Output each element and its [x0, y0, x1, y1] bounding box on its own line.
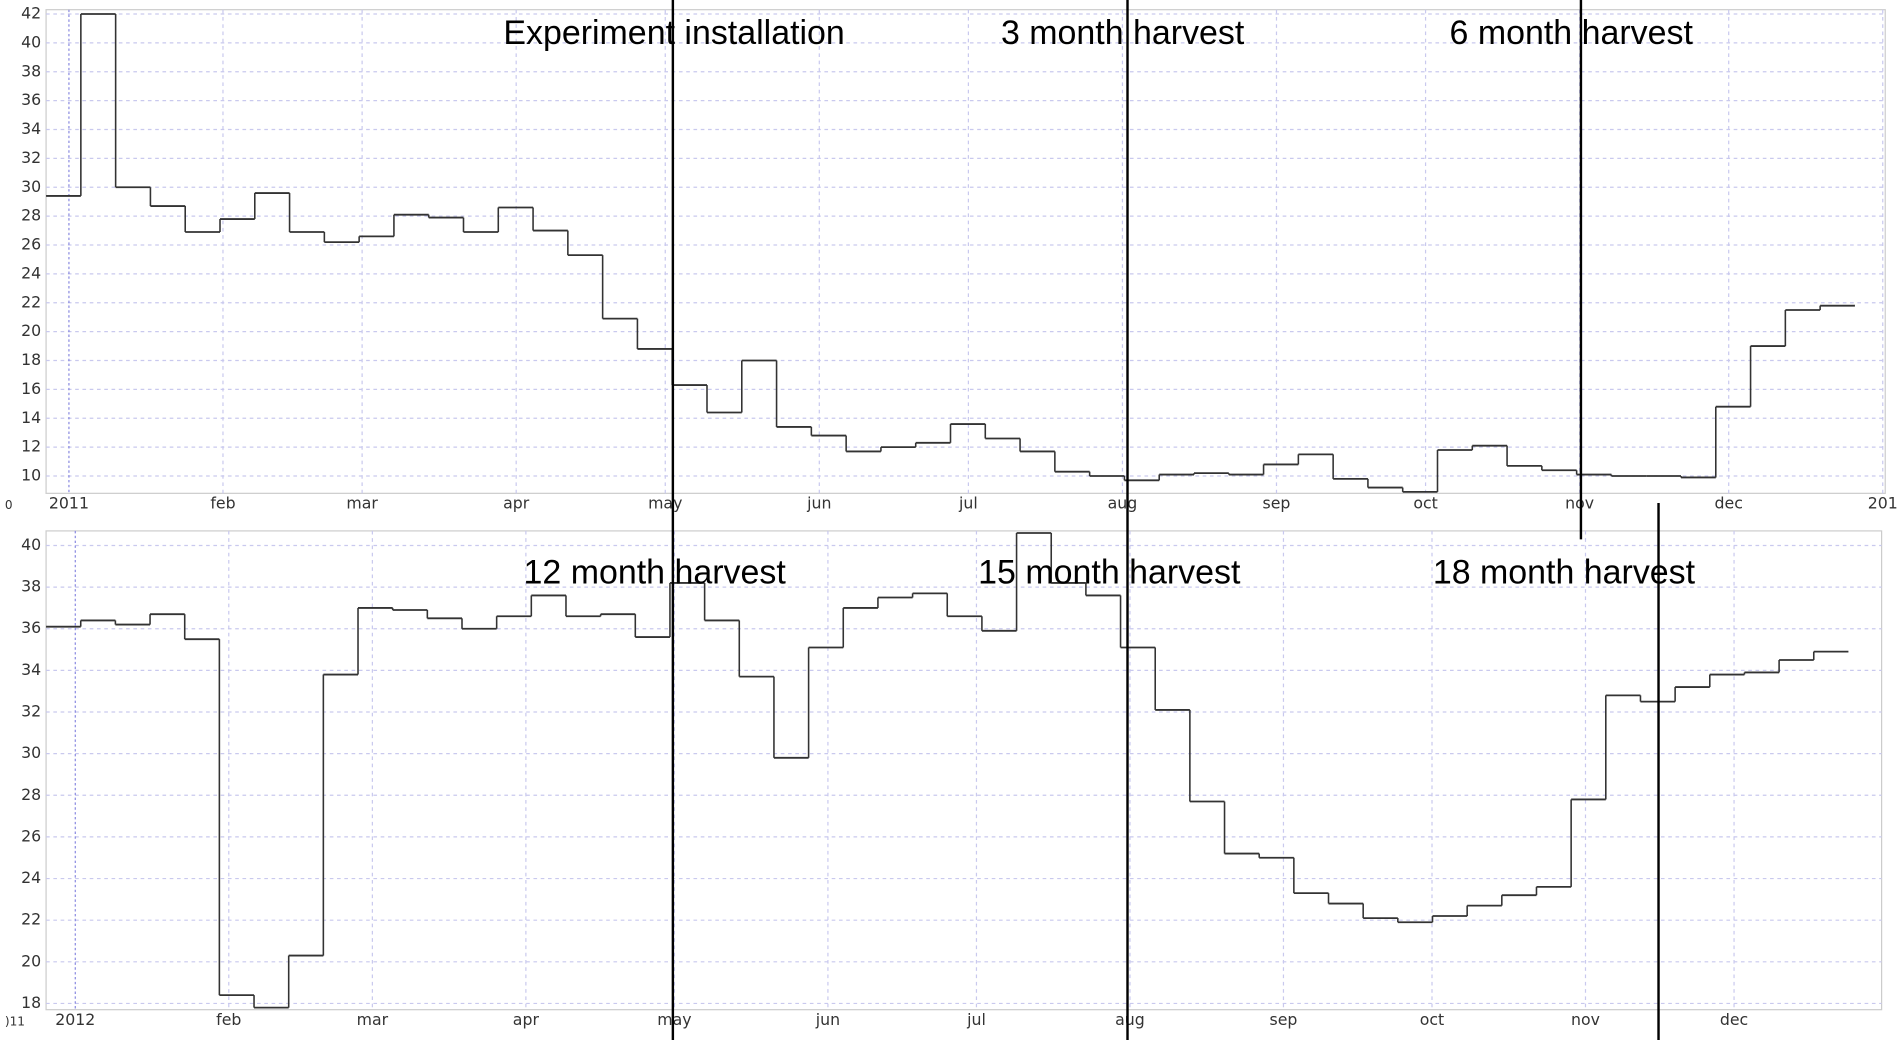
y-tick-label: 34: [21, 660, 41, 679]
x-tick-label: may: [648, 494, 682, 513]
x-tick-label: mar: [346, 494, 378, 513]
annotation: 12 month harvest: [524, 554, 787, 592]
y-tick-label: 28: [21, 785, 41, 804]
y-tick-label: 12: [21, 437, 41, 456]
x-tick-label: dec: [1715, 494, 1743, 513]
x-tick-label: 2011: [49, 494, 89, 513]
x-tick-label: oct: [1413, 494, 1437, 513]
y-tick-label: 30: [21, 743, 41, 762]
x-tick-label: may: [657, 1010, 691, 1029]
plot-frame: [45, 530, 1883, 1011]
y-tick-label: 38: [21, 61, 41, 80]
y-tick-label: 32: [21, 148, 41, 167]
y-tick-label: 24: [21, 868, 41, 887]
x-tick-label: nov: [1565, 494, 1594, 513]
y-tick-label: 40: [21, 32, 41, 51]
y-tick-label: 16: [21, 379, 41, 398]
y-tick-label: 22: [21, 910, 41, 929]
y-tick-label: 42: [21, 4, 41, 23]
y-tick-label: 14: [21, 408, 41, 427]
x-tick-label: mar: [357, 1010, 389, 1029]
x-tick-label: aug: [1108, 494, 1138, 513]
y-tick-label: 10: [21, 466, 41, 485]
annotation: 15 month harvest: [978, 554, 1241, 592]
y-tick-label: 18: [21, 993, 41, 1012]
x-tick-label: 2012: [55, 1010, 95, 1029]
overlay: Experiment installation 3 month harvest …: [503, 0, 1696, 1040]
x-tick-label: apr: [503, 494, 530, 513]
x-tick-label: jun: [806, 494, 831, 513]
y-tick-label: 34: [21, 119, 41, 138]
x-tick-label: apr: [513, 1010, 540, 1029]
y-tick-label: 30: [21, 177, 41, 196]
plots: 10 12 14 16 18 20 22 24 26 28 30 32 34 36 38 40 42 2011 fe…: [5, 4, 1898, 1030]
plot-frame: [45, 9, 1886, 494]
x-tick-label: oct: [1420, 1010, 1444, 1029]
annotation: 3 month harvest: [1001, 14, 1245, 52]
y-tick-label: 40: [21, 535, 41, 554]
y-tick-label: 36: [21, 90, 41, 109]
y-tick-label: 28: [21, 206, 41, 225]
y-tick-label: 26: [21, 826, 41, 845]
plot: 10 12 14 16 18 20 22 24 26 28 30 32 34 36 38 40 42 2011 fe…: [5, 4, 1898, 513]
x-tick-label: nov: [1571, 1010, 1600, 1029]
annotation: 6 month harvest: [1450, 14, 1694, 52]
x-tick-label: jul: [958, 494, 978, 513]
plot: 18 20 22 24 26 28 30 32 34 36 38 40 2012 feb mar apr may…: [5, 530, 1883, 1029]
y-tick-label: 24: [21, 263, 41, 282]
x-tick-label: jul: [966, 1010, 986, 1029]
y-tick-label: 20: [21, 321, 41, 340]
corner-label: 0: [5, 498, 13, 512]
x-tick-label: dec: [1720, 1010, 1748, 1029]
x-tick-label: 201: [1868, 494, 1898, 513]
y-tick-label: 26: [21, 235, 41, 254]
y-tick-label: 36: [21, 618, 41, 637]
x-tick-label: sep: [1270, 1010, 1298, 1029]
x-tick-label: feb: [210, 494, 235, 513]
x-tick-label: jun: [815, 1010, 840, 1029]
y-tick-label: 20: [21, 951, 41, 970]
y-tick-label: 32: [21, 702, 41, 721]
annotation: 18 month harvest: [1433, 554, 1696, 592]
y-tick-label: 18: [21, 350, 41, 369]
y-tick-label: 38: [21, 577, 41, 596]
annotation: Experiment installation: [503, 14, 844, 52]
x-tick-label: feb: [216, 1010, 241, 1029]
y-tick-label: 22: [21, 292, 41, 311]
corner-label: )11: [5, 1014, 25, 1028]
x-tick-label: aug: [1115, 1010, 1145, 1029]
x-tick-label: sep: [1263, 494, 1291, 513]
